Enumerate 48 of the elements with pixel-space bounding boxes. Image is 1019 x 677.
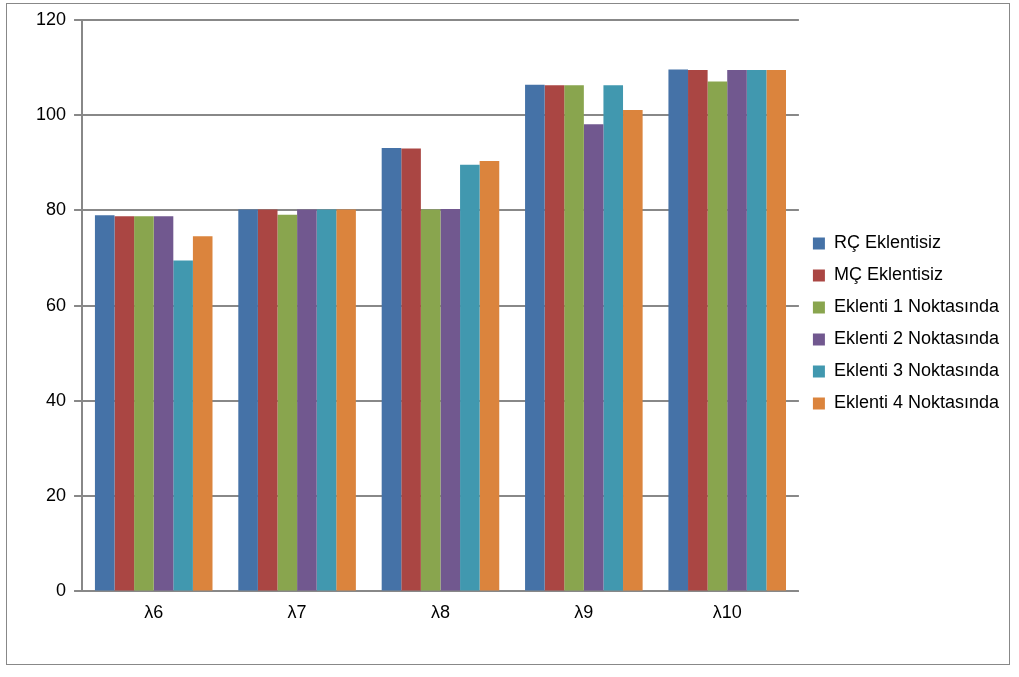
- x-tick-label: λ8: [430, 602, 450, 623]
- bar: [583, 124, 604, 591]
- bar: [525, 84, 545, 591]
- bar: [668, 69, 689, 591]
- y-tick-label: 40: [46, 389, 67, 410]
- bar: [401, 148, 421, 591]
- bar: [192, 236, 213, 591]
- bar: [277, 214, 298, 591]
- legend-label: Eklenti 4 Noktasında: [833, 392, 1000, 413]
- bar: [727, 70, 747, 591]
- y-tick-label: 100: [35, 104, 67, 125]
- bar: [153, 216, 174, 591]
- bar: [479, 160, 500, 591]
- bar: [623, 110, 643, 591]
- bar: [257, 209, 278, 591]
- bar: [603, 85, 624, 591]
- y-tick-label: 20: [46, 485, 67, 506]
- bar: [460, 164, 480, 591]
- bar: [297, 209, 317, 591]
- x-tick-label: λ10: [712, 602, 742, 623]
- y-tick-label: 80: [46, 199, 67, 220]
- legend-label: Eklenti 3 Noktasında: [833, 360, 1000, 381]
- legend-label: RÇ Eklentisiz: [833, 232, 941, 253]
- bar: [420, 209, 441, 591]
- bar: [94, 215, 115, 591]
- bar: [688, 70, 708, 591]
- bar: [381, 148, 402, 591]
- bar: [316, 209, 337, 591]
- legend-label: MÇ Eklentisiz: [833, 264, 943, 285]
- y-tick-label: 120: [35, 8, 67, 29]
- y-tick-label: 60: [46, 294, 67, 315]
- bar: [766, 70, 786, 591]
- bar: [707, 81, 728, 591]
- bar: [564, 85, 584, 591]
- legend-label: Eklenti 1 Noktasında: [833, 296, 1000, 317]
- legend-label: Eklenti 2 Noktasında: [833, 328, 1000, 349]
- bar: [114, 216, 135, 591]
- bar: [238, 209, 258, 591]
- x-tick-label: λ9: [574, 602, 594, 623]
- bar: [336, 209, 356, 591]
- bar: [173, 260, 193, 591]
- x-tick-label: λ6: [144, 602, 164, 623]
- bar: [440, 209, 461, 591]
- y-tick-label: 0: [56, 580, 67, 601]
- bar: [544, 85, 565, 591]
- x-tick-label: λ7: [287, 602, 307, 623]
- bar: [134, 216, 154, 591]
- bar: [746, 70, 767, 591]
